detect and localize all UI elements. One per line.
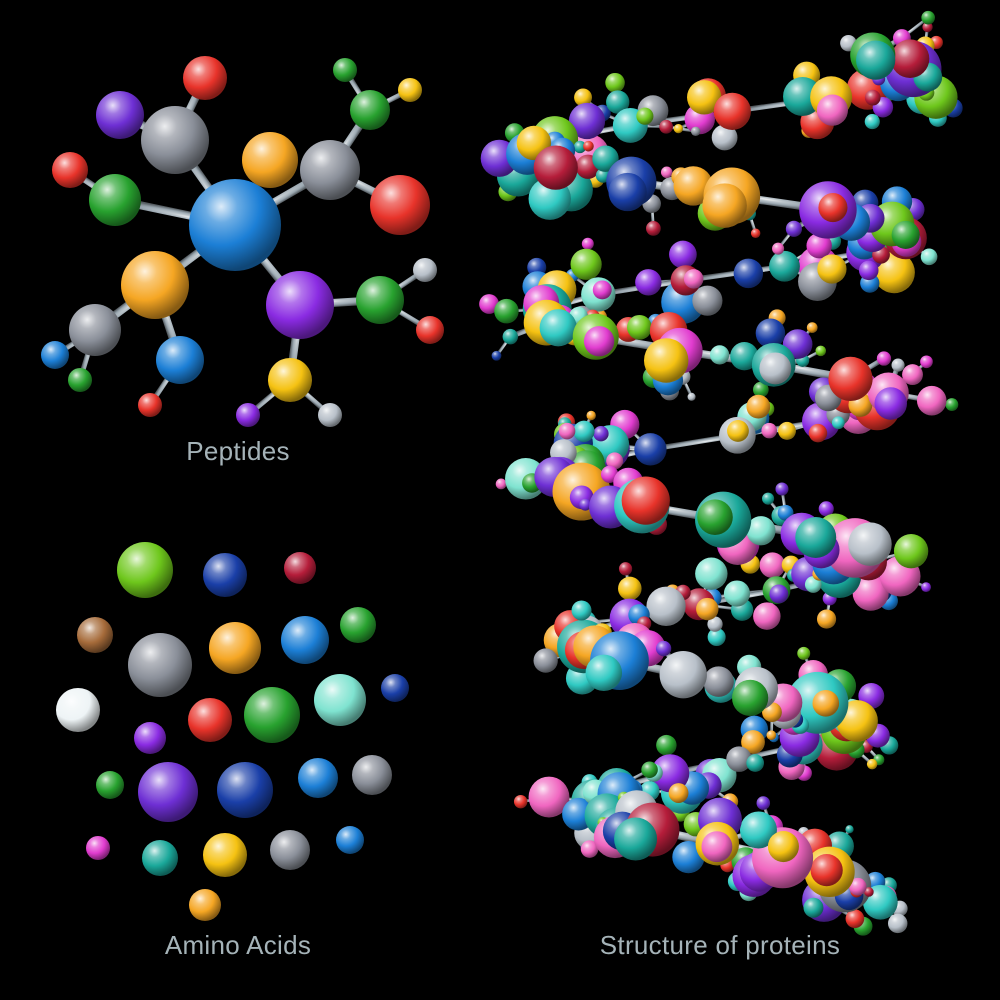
amino-acids-cluster [56, 542, 409, 921]
peptides-label: Peptides [38, 436, 438, 467]
structure-label: Structure of proteins [520, 930, 920, 961]
peptides-molecule [41, 56, 444, 427]
amino-label: Amino Acids [38, 930, 438, 961]
protein-helix [479, 11, 963, 936]
